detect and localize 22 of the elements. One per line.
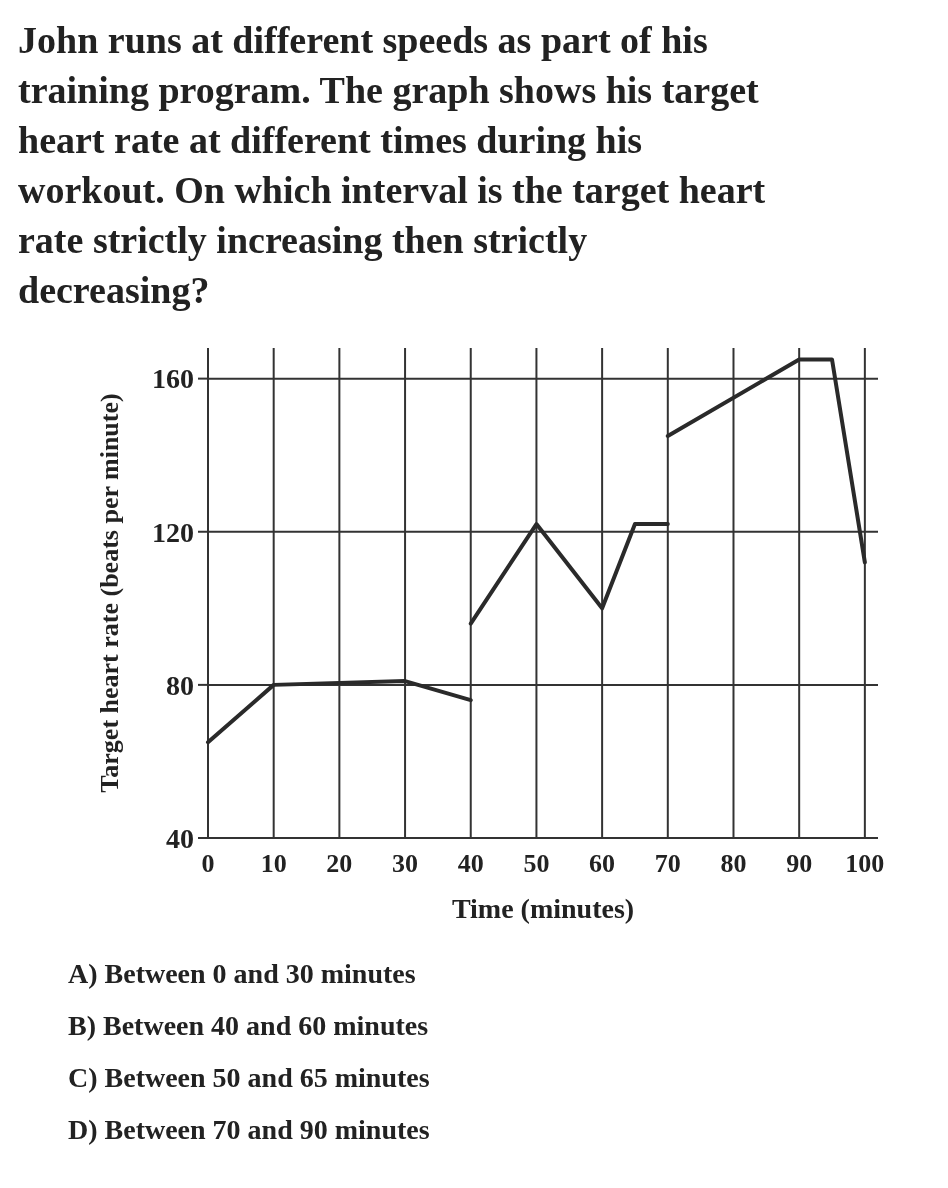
- x-tick-label: 60: [589, 849, 616, 878]
- x-tick-label: 80: [720, 849, 747, 878]
- y-axis-title: Target heart rate (beats per minute): [95, 393, 124, 793]
- y-tick-label: 160: [152, 363, 194, 395]
- y-tick-label: 120: [152, 516, 194, 548]
- x-tick-label: 70: [654, 849, 681, 878]
- text: A) Between 0 and 30 minutes: [68, 958, 416, 989]
- x-tick-label: 50: [523, 849, 550, 878]
- x-tick-label: 30: [392, 849, 419, 878]
- text: B) Between 40 and 60 minutes: [68, 1010, 429, 1041]
- x-axis-title: Time (minutes): [451, 893, 635, 924]
- chart-title: John runs at different speeds as part of his training program. The graph shows his target heart rate at different times during his workout. On which interval is the target heart rate strictly increasing then strictly decreasing?: [18, 19, 766, 311]
- x-tick-label: 20: [326, 849, 353, 878]
- x-tick-label: 40: [457, 849, 484, 878]
- x-tick-label: 100: [845, 849, 885, 878]
- y-tick-label: 40: [166, 822, 194, 854]
- text: D) Between 70 and 90 minutes: [68, 1114, 430, 1145]
- x-tick-label: 10: [260, 849, 287, 878]
- x-tick-label: 90: [786, 849, 813, 878]
- x-tick-label: 0: [201, 849, 215, 878]
- y-tick-label: 80: [166, 669, 194, 701]
- text: C) Between 50 and 65 minutes: [68, 1062, 430, 1093]
